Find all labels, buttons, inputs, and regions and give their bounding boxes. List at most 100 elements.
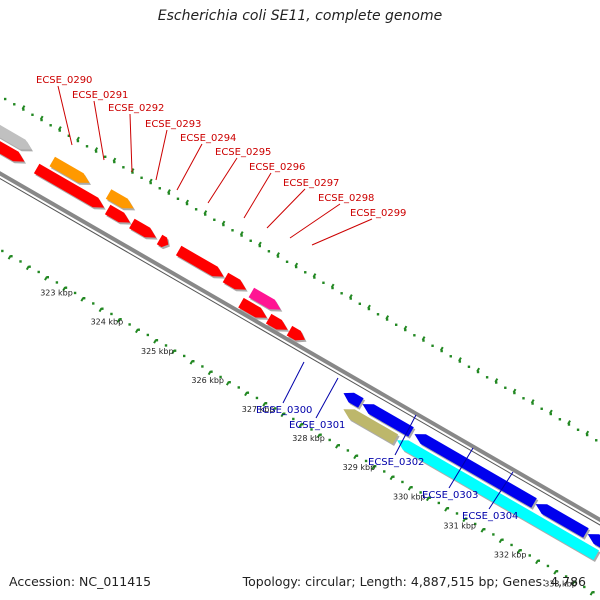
- gene-arrow-body: [49, 156, 90, 183]
- upper-tick-mark: [39, 115, 44, 121]
- guide-dot: [422, 339, 425, 342]
- gene-arrow-0301b: [343, 409, 400, 446]
- guide-dot: [364, 459, 368, 463]
- gene-arrow-body: [397, 440, 599, 560]
- gene-arrow-body: [33, 163, 105, 208]
- guide-dot: [313, 276, 316, 279]
- tick-layer: [1, 97, 598, 596]
- gene-arrow-0298: [248, 287, 283, 312]
- gene-arrow-0297: [222, 272, 248, 292]
- gene-arrow-0302: [414, 434, 539, 510]
- guide-dot: [122, 166, 125, 169]
- guide-dot: [73, 291, 77, 295]
- gene-label-upper: ECSE_0299: [350, 208, 406, 219]
- guide-dot: [513, 391, 516, 395]
- gene-label-upper: ECSE_0293: [145, 119, 201, 130]
- guide-dot: [137, 328, 140, 331]
- guide-dot: [155, 339, 159, 342]
- guide-dot: [337, 444, 340, 447]
- upper-tick-mark: [258, 241, 262, 247]
- gene-arrow-0294: [129, 218, 158, 240]
- gene-arrow-0293: [105, 189, 136, 211]
- guide-dot: [467, 365, 471, 368]
- guide-dot: [301, 423, 304, 426]
- guide-dot: [276, 255, 280, 258]
- lower-tick-mark: [571, 580, 576, 586]
- guide-dot: [564, 575, 568, 578]
- lower-tick-mark: [98, 307, 103, 313]
- guide-dot: [428, 496, 431, 499]
- guide-dot: [540, 407, 543, 410]
- lower-guide-line: [1, 249, 595, 594]
- genome-backbone-line: [0, 171, 600, 523]
- gene-arrow-body: [156, 234, 169, 248]
- gene-arrow-body: [105, 189, 134, 209]
- upper-tick-mark: [203, 210, 208, 215]
- guide-dot: [310, 428, 313, 431]
- gene-leader-line: [448, 447, 474, 489]
- gene-arrow-0290: [49, 156, 91, 185]
- lower-tick-mark: [335, 444, 339, 449]
- gene-label-upper: ECSE_0295: [215, 147, 271, 158]
- guide-dot: [101, 307, 104, 310]
- guide-dot: [558, 418, 562, 421]
- guide-dot: [319, 433, 322, 436]
- guide-dot: [119, 318, 122, 321]
- gene-leader-line: [394, 414, 417, 456]
- guide-dot: [304, 271, 307, 274]
- gene-arrow-body: [587, 534, 600, 548]
- lower-tick-mark: [316, 433, 321, 439]
- lower-tick-mark: [444, 507, 448, 512]
- guide-dot: [173, 349, 177, 352]
- lower-tick-mark: [207, 370, 212, 376]
- guide-dot: [85, 145, 89, 148]
- gene-arrow-0303: [535, 504, 591, 540]
- lower-tick-mark: [7, 255, 12, 260]
- gene-label-upper: ECSE_0290: [36, 75, 92, 86]
- guide-dot: [328, 438, 331, 442]
- gene-arrow-body: [0, 124, 32, 150]
- gene-arrow-body: [414, 434, 537, 508]
- upper-tick-mark: [585, 430, 590, 436]
- guide-dot: [419, 491, 422, 494]
- upper-tick-mark: [367, 304, 371, 310]
- guide-dot: [267, 250, 271, 253]
- upper-tick-mark: [530, 399, 535, 404]
- gene-label-upper: ECSE_0291: [72, 90, 128, 101]
- guide-dot: [128, 323, 131, 326]
- gene-label-lower: ECSE_0300: [256, 405, 312, 416]
- lower-tick-mark: [553, 570, 558, 575]
- gene-label-lower: ECSE_0304: [462, 511, 518, 522]
- guide-dot: [140, 176, 143, 179]
- gene-arrow-0299b: [265, 313, 290, 332]
- scale-tick-label: 329 kbp: [343, 463, 376, 472]
- upper-tick-mark: [294, 262, 299, 268]
- lower-tick-mark: [80, 297, 85, 302]
- guide-dot: [55, 281, 59, 284]
- gene-arrow-gray: [0, 124, 33, 152]
- gene-arrow-body: [343, 409, 399, 444]
- gene-leader-line: [129, 113, 133, 173]
- gene-leader-line: [176, 143, 203, 191]
- guide-dot: [146, 333, 150, 337]
- guide-dot: [373, 465, 377, 468]
- guide-dot: [346, 449, 350, 452]
- lower-tick-mark: [535, 559, 539, 565]
- guide-dot: [104, 155, 107, 158]
- guide-dot: [504, 386, 507, 389]
- lower-tick-mark: [262, 402, 267, 407]
- guide-dot: [522, 397, 525, 400]
- accession-text: Accession: NC_011415: [9, 574, 152, 589]
- upper-tick-mark: [330, 283, 335, 289]
- gene-label-upper: ECSE_0296: [249, 162, 305, 173]
- lower-tick-mark: [280, 412, 285, 418]
- lower-tick-mark: [116, 318, 121, 323]
- gene-label-lower: ECSE_0303: [422, 490, 478, 501]
- gene-arrow-body: [104, 204, 131, 223]
- guide-dot: [285, 260, 289, 263]
- gene-arrow-0292: [104, 204, 132, 225]
- guide-dot: [231, 229, 234, 232]
- lower-tick-mark: [171, 349, 176, 355]
- gene-arrow-body: [175, 245, 224, 277]
- gene-leader-line: [93, 100, 105, 161]
